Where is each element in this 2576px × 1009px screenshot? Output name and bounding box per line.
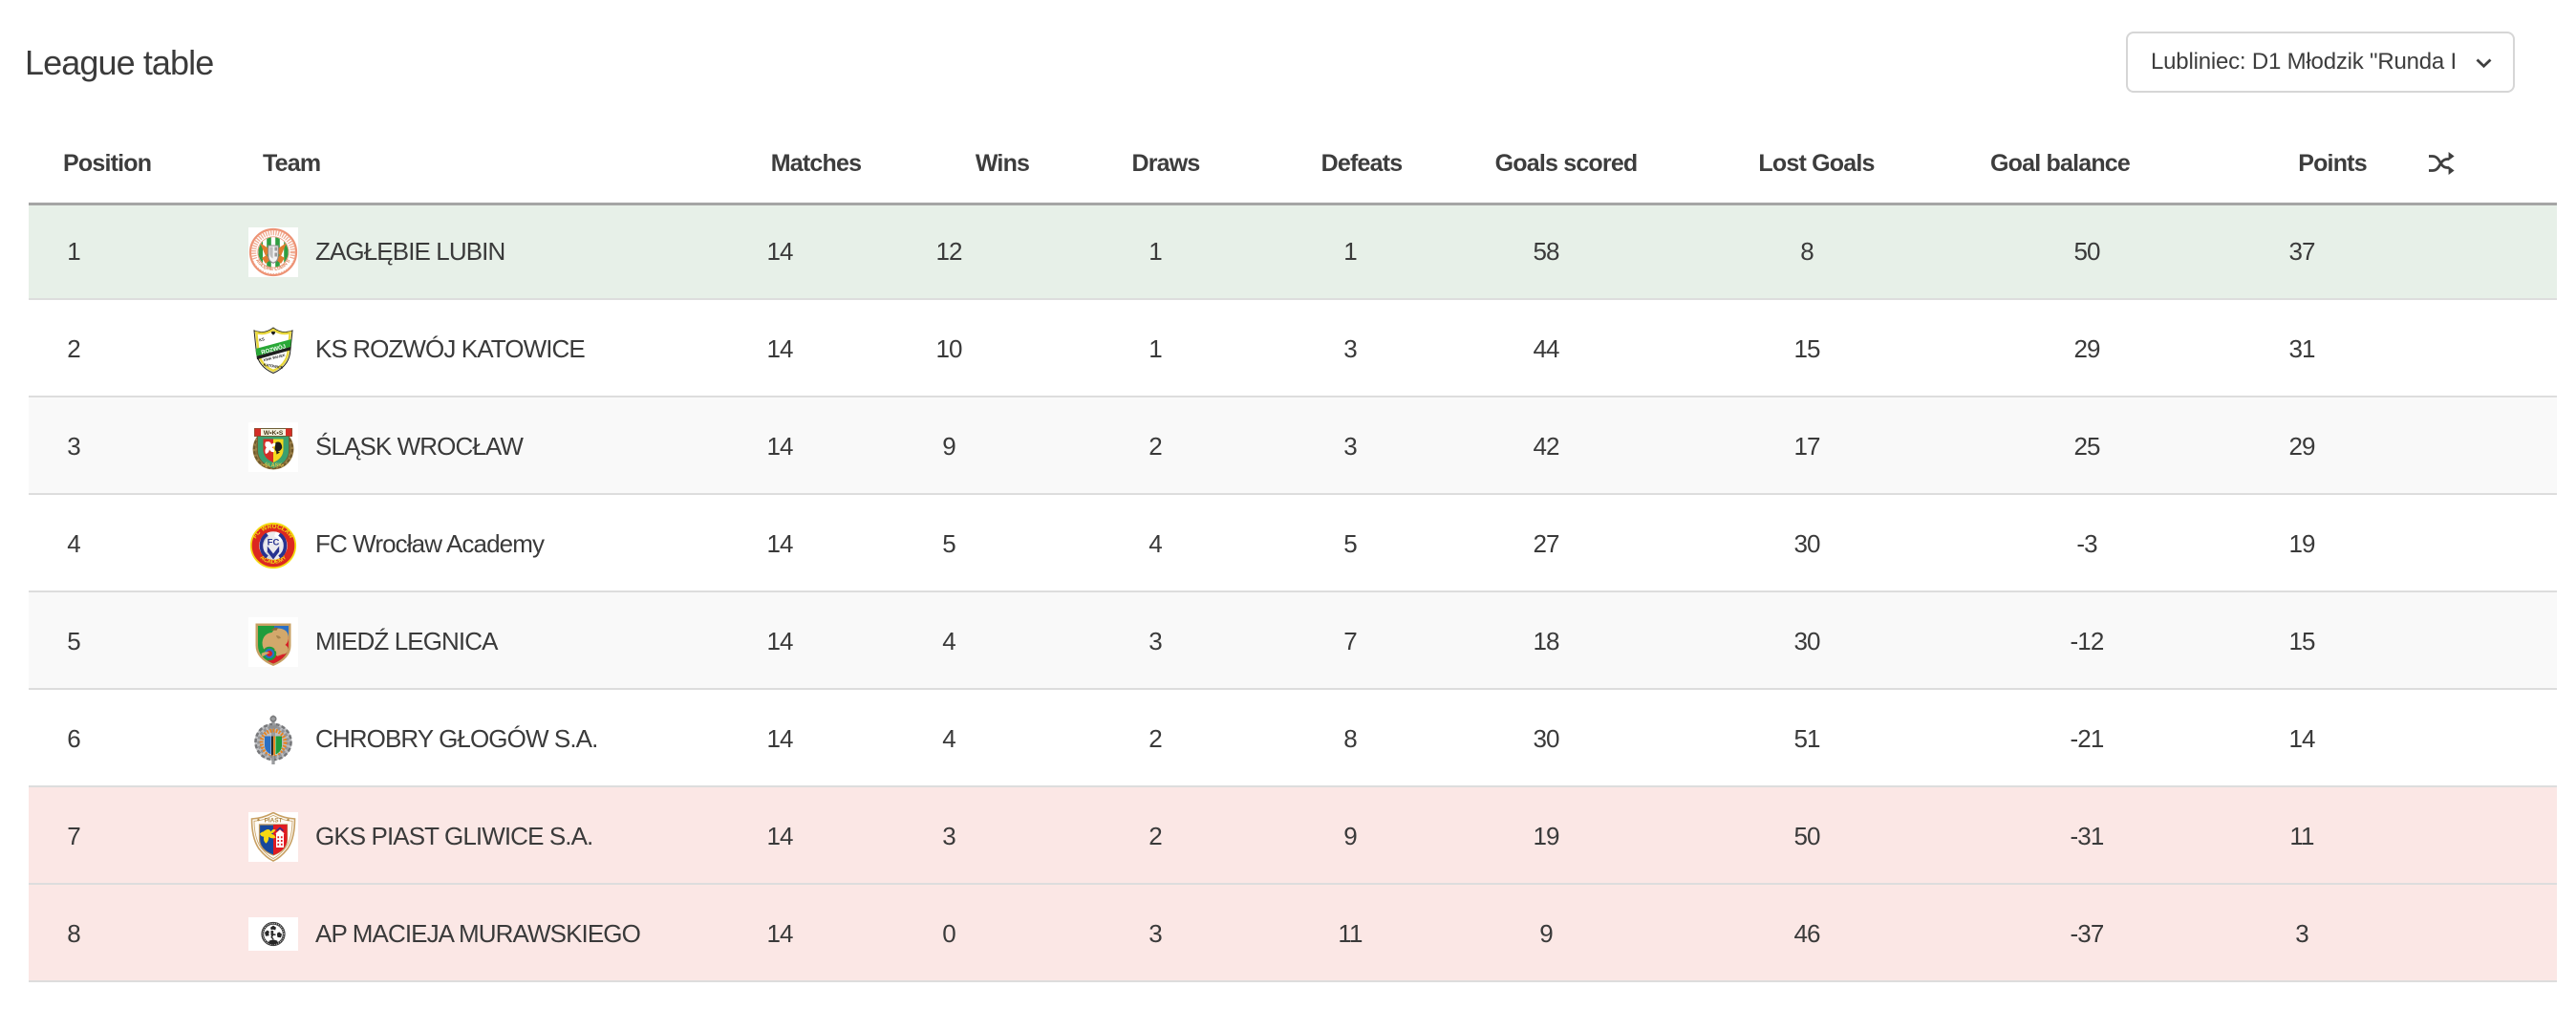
svg-text:PIAST: PIAST — [265, 818, 283, 825]
svg-text:KWK WUJEK: KWK WUJEK — [263, 354, 286, 363]
svg-text:•ŚLĄSK•: •ŚLĄSK• — [263, 462, 284, 469]
svg-text:KATOWICE: KATOWICE — [263, 362, 284, 370]
svg-text:FC: FC — [268, 538, 280, 548]
svg-text:KS: KS — [259, 336, 266, 342]
svg-text:W•K•S: W•K•S — [264, 430, 284, 437]
